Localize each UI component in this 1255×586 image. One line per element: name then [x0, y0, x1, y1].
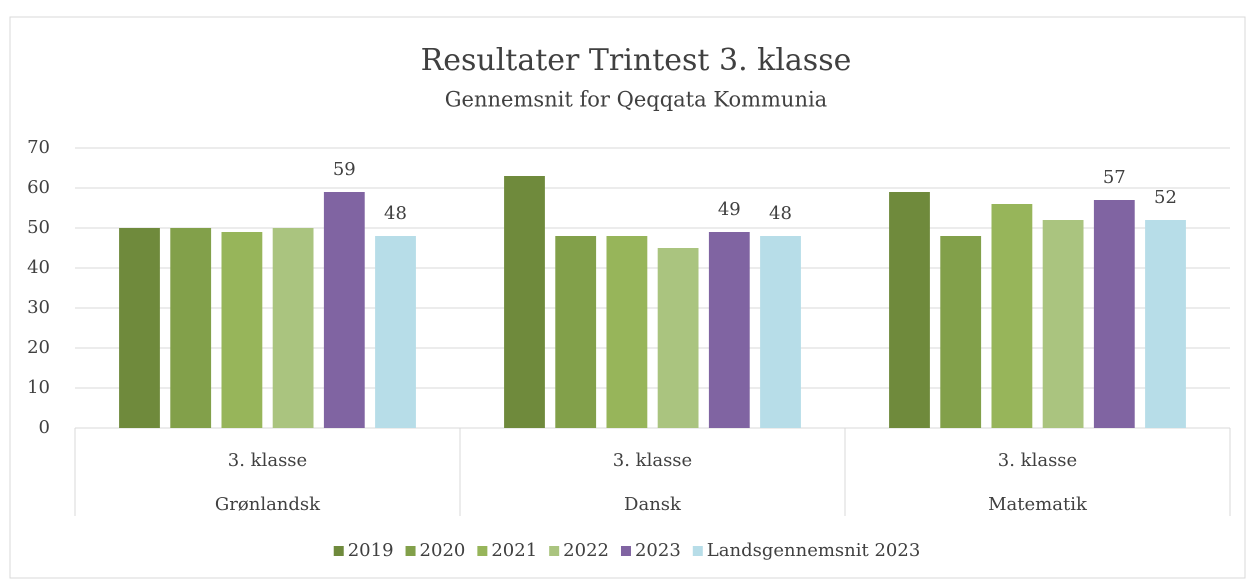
x-tick-label: 3. klasse	[998, 450, 1077, 471]
y-tick-label: 30	[27, 297, 50, 318]
bar	[375, 236, 416, 428]
bar	[940, 236, 982, 428]
bar	[708, 232, 750, 428]
bar	[221, 232, 263, 428]
legend-swatch	[405, 546, 416, 556]
legend-label: 2023	[635, 540, 681, 561]
legend-swatch	[692, 546, 703, 556]
legend-label: 2020	[420, 540, 466, 561]
bar	[991, 204, 1033, 428]
bar	[606, 236, 648, 428]
y-tick-label: 70	[27, 137, 50, 158]
data-label: 57	[1103, 167, 1126, 188]
bar	[323, 192, 365, 428]
legend-swatch	[477, 546, 488, 556]
bar	[272, 228, 314, 428]
y-tick-label: 10	[27, 377, 50, 398]
y-tick-label: 60	[27, 177, 50, 198]
x-tick-label: 3. klasse	[613, 450, 692, 471]
chart-title: Resultater Trintest 3. klasse	[421, 43, 852, 78]
legend-label: 2019	[348, 540, 394, 561]
bar	[760, 236, 801, 428]
bar	[889, 192, 930, 428]
data-label: 49	[718, 199, 741, 220]
bar	[119, 228, 160, 428]
bar	[1145, 220, 1186, 428]
y-tick-label: 40	[27, 257, 50, 278]
legend-swatch	[549, 546, 560, 556]
bar	[657, 248, 699, 428]
x-group-label: Grønlandsk	[215, 494, 321, 515]
y-tick-label: 0	[39, 417, 50, 438]
chart-subtitle: Gennemsnit for Qeqqata Kommunia	[445, 88, 827, 112]
y-tick-label: 20	[27, 337, 50, 358]
legend-swatch	[620, 546, 631, 556]
data-label: 52	[1154, 187, 1177, 208]
bar	[1093, 200, 1135, 428]
bar	[1042, 220, 1084, 428]
legend-swatch	[333, 546, 344, 556]
data-label: 48	[384, 203, 407, 224]
bar	[170, 228, 212, 428]
legend-label: 2021	[491, 540, 537, 561]
bar	[555, 236, 597, 428]
x-group-label: Dansk	[624, 494, 682, 515]
bar	[504, 176, 545, 428]
data-label: 48	[769, 203, 792, 224]
x-group-label: Matematik	[988, 494, 1088, 515]
legend-label: Landsgennemsnit 2023	[707, 540, 920, 561]
y-tick-label: 50	[27, 217, 50, 238]
x-tick-label: 3. klasse	[228, 450, 307, 471]
data-label: 59	[333, 159, 356, 180]
legend-label: 2022	[563, 540, 609, 561]
